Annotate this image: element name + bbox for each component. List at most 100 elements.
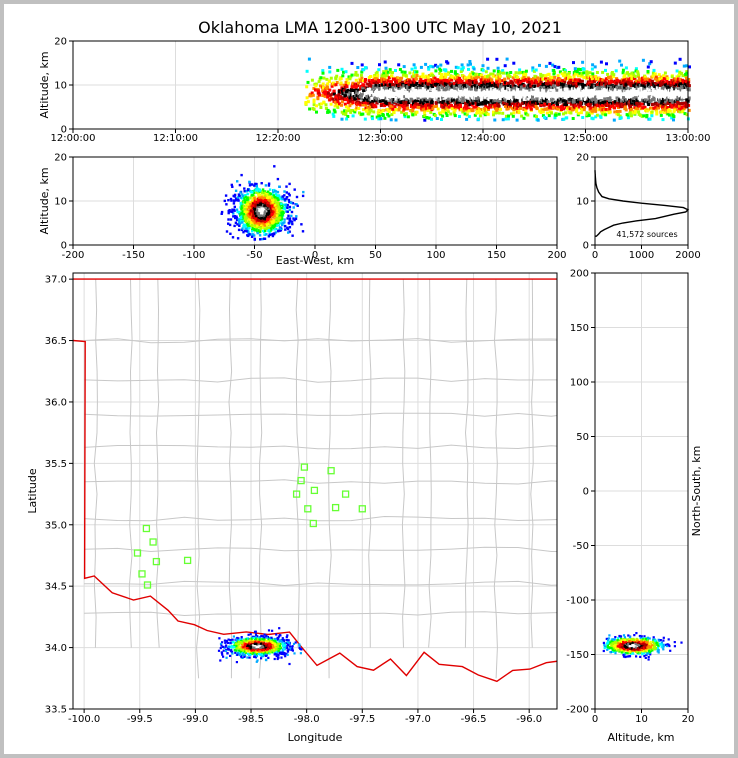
- source-density-cell: [669, 96, 673, 100]
- source-density-cell: [638, 102, 642, 106]
- source-density-cell: [348, 104, 352, 108]
- source-density-cell: [670, 75, 674, 79]
- source-density-cell: [629, 91, 633, 95]
- source-density-cell: [340, 67, 344, 71]
- source-density-cell: [649, 106, 653, 110]
- source-density-cell: [491, 74, 495, 78]
- source-density-cell: [629, 108, 633, 111]
- source-density-cell: [416, 105, 420, 109]
- source-density-cell: [473, 105, 477, 109]
- source-density-cell: [462, 106, 466, 110]
- source-density-cell: [453, 87, 457, 91]
- source-density-cell: [484, 81, 488, 85]
- source-density-cell: [344, 113, 348, 116]
- source-density-cell: [524, 109, 528, 113]
- source-density-cell: [423, 99, 427, 103]
- source-density-cell: [642, 114, 646, 118]
- source-density-cell: [651, 86, 655, 90]
- source-density-cell: [381, 99, 385, 103]
- source-density-cell: [429, 96, 433, 100]
- source-density-cell: [567, 99, 571, 103]
- source-density-cell: [504, 117, 508, 121]
- source-density-cell: [452, 81, 456, 85]
- source-density-cell: [664, 77, 668, 81]
- source-density-cell: [355, 84, 359, 88]
- source-density-cell: [447, 97, 451, 101]
- source-density-cell: [331, 97, 335, 101]
- source-density-cell: [375, 101, 379, 105]
- source-density-cell: [495, 108, 499, 112]
- source-density-cell: [567, 95, 571, 98]
- x-tick-label: 12:00:00: [51, 133, 96, 144]
- source-density-cell: [423, 118, 427, 122]
- source-density-cell: [436, 83, 440, 87]
- source-density-cell: [581, 90, 585, 93]
- source-density-cell: [681, 110, 685, 114]
- source-density-cell: [501, 79, 505, 83]
- source-density-cell: [454, 80, 458, 84]
- source-density-cell: [588, 71, 592, 75]
- source-density-cell: [420, 94, 424, 98]
- source-density-cell: [547, 114, 551, 118]
- source-density-cell: [587, 102, 591, 106]
- source-density-cell: [560, 88, 564, 92]
- source-density-cell: [605, 62, 608, 66]
- source-density-cell: [527, 103, 531, 107]
- source-density-cell: [528, 91, 532, 95]
- source-density-cell: [525, 106, 529, 110]
- source-density-cell: [535, 115, 538, 119]
- source-density-cell: [469, 89, 473, 93]
- source-density-cell: [593, 108, 597, 112]
- source-density-cell: [363, 92, 367, 95]
- source-density-cell: [465, 117, 469, 121]
- source-density-cell: [360, 76, 364, 80]
- source-density-cell: [615, 104, 619, 108]
- source-density-cell: [412, 105, 416, 109]
- source-density-cell: [594, 115, 598, 119]
- source-density-cell: [508, 87, 512, 91]
- source-density-cell: [379, 117, 383, 121]
- source-density-cell: [498, 79, 502, 83]
- source-density-cell: [608, 107, 612, 111]
- source-density-cell: [431, 85, 435, 88]
- source-density-cell: [522, 108, 526, 111]
- source-density-cell: [534, 101, 538, 105]
- source-density-cell: [499, 98, 503, 102]
- source-density-cell: [661, 106, 664, 110]
- source-density-cell: [359, 85, 363, 89]
- source-density-cell: [436, 92, 440, 96]
- source-density-cell: [609, 79, 613, 83]
- source-density-cell: [378, 99, 382, 103]
- source-density-cell: [344, 98, 347, 101]
- source-density-cell: [348, 91, 352, 95]
- source-density-cell: [602, 87, 606, 90]
- source-density-cell: [663, 71, 667, 75]
- source-density-cell: [497, 95, 501, 98]
- source-density-cell: [501, 111, 505, 115]
- source-density-cell: [678, 72, 682, 76]
- source-density-cell: [544, 77, 548, 81]
- source-density-cell: [625, 71, 629, 75]
- source-density-cell: [528, 105, 532, 109]
- source-density-cell: [592, 98, 596, 101]
- source-density-cell: [662, 74, 666, 78]
- source-density-cell: [540, 85, 544, 89]
- source-density-cell: [440, 80, 444, 84]
- source-density-cell: [409, 83, 413, 87]
- source-density-cell: [663, 110, 666, 114]
- source-density-cell: [402, 107, 406, 111]
- source-density-cell: [255, 227, 259, 230]
- source-density-cell: [403, 70, 407, 74]
- source-density-cell: [645, 113, 649, 117]
- source-density-cell: [687, 97, 691, 101]
- source-density-cell: [630, 75, 634, 79]
- source-density-cell: [412, 74, 416, 78]
- source-density-cell: [618, 98, 622, 102]
- source-density-cell: [456, 103, 460, 107]
- source-density-cell: [567, 72, 571, 75]
- source-density-cell: [333, 104, 337, 108]
- source-density-cell: [433, 88, 437, 92]
- source-density-cell: [569, 107, 572, 111]
- source-density-cell: [482, 93, 486, 97]
- source-density-cell: [534, 90, 538, 94]
